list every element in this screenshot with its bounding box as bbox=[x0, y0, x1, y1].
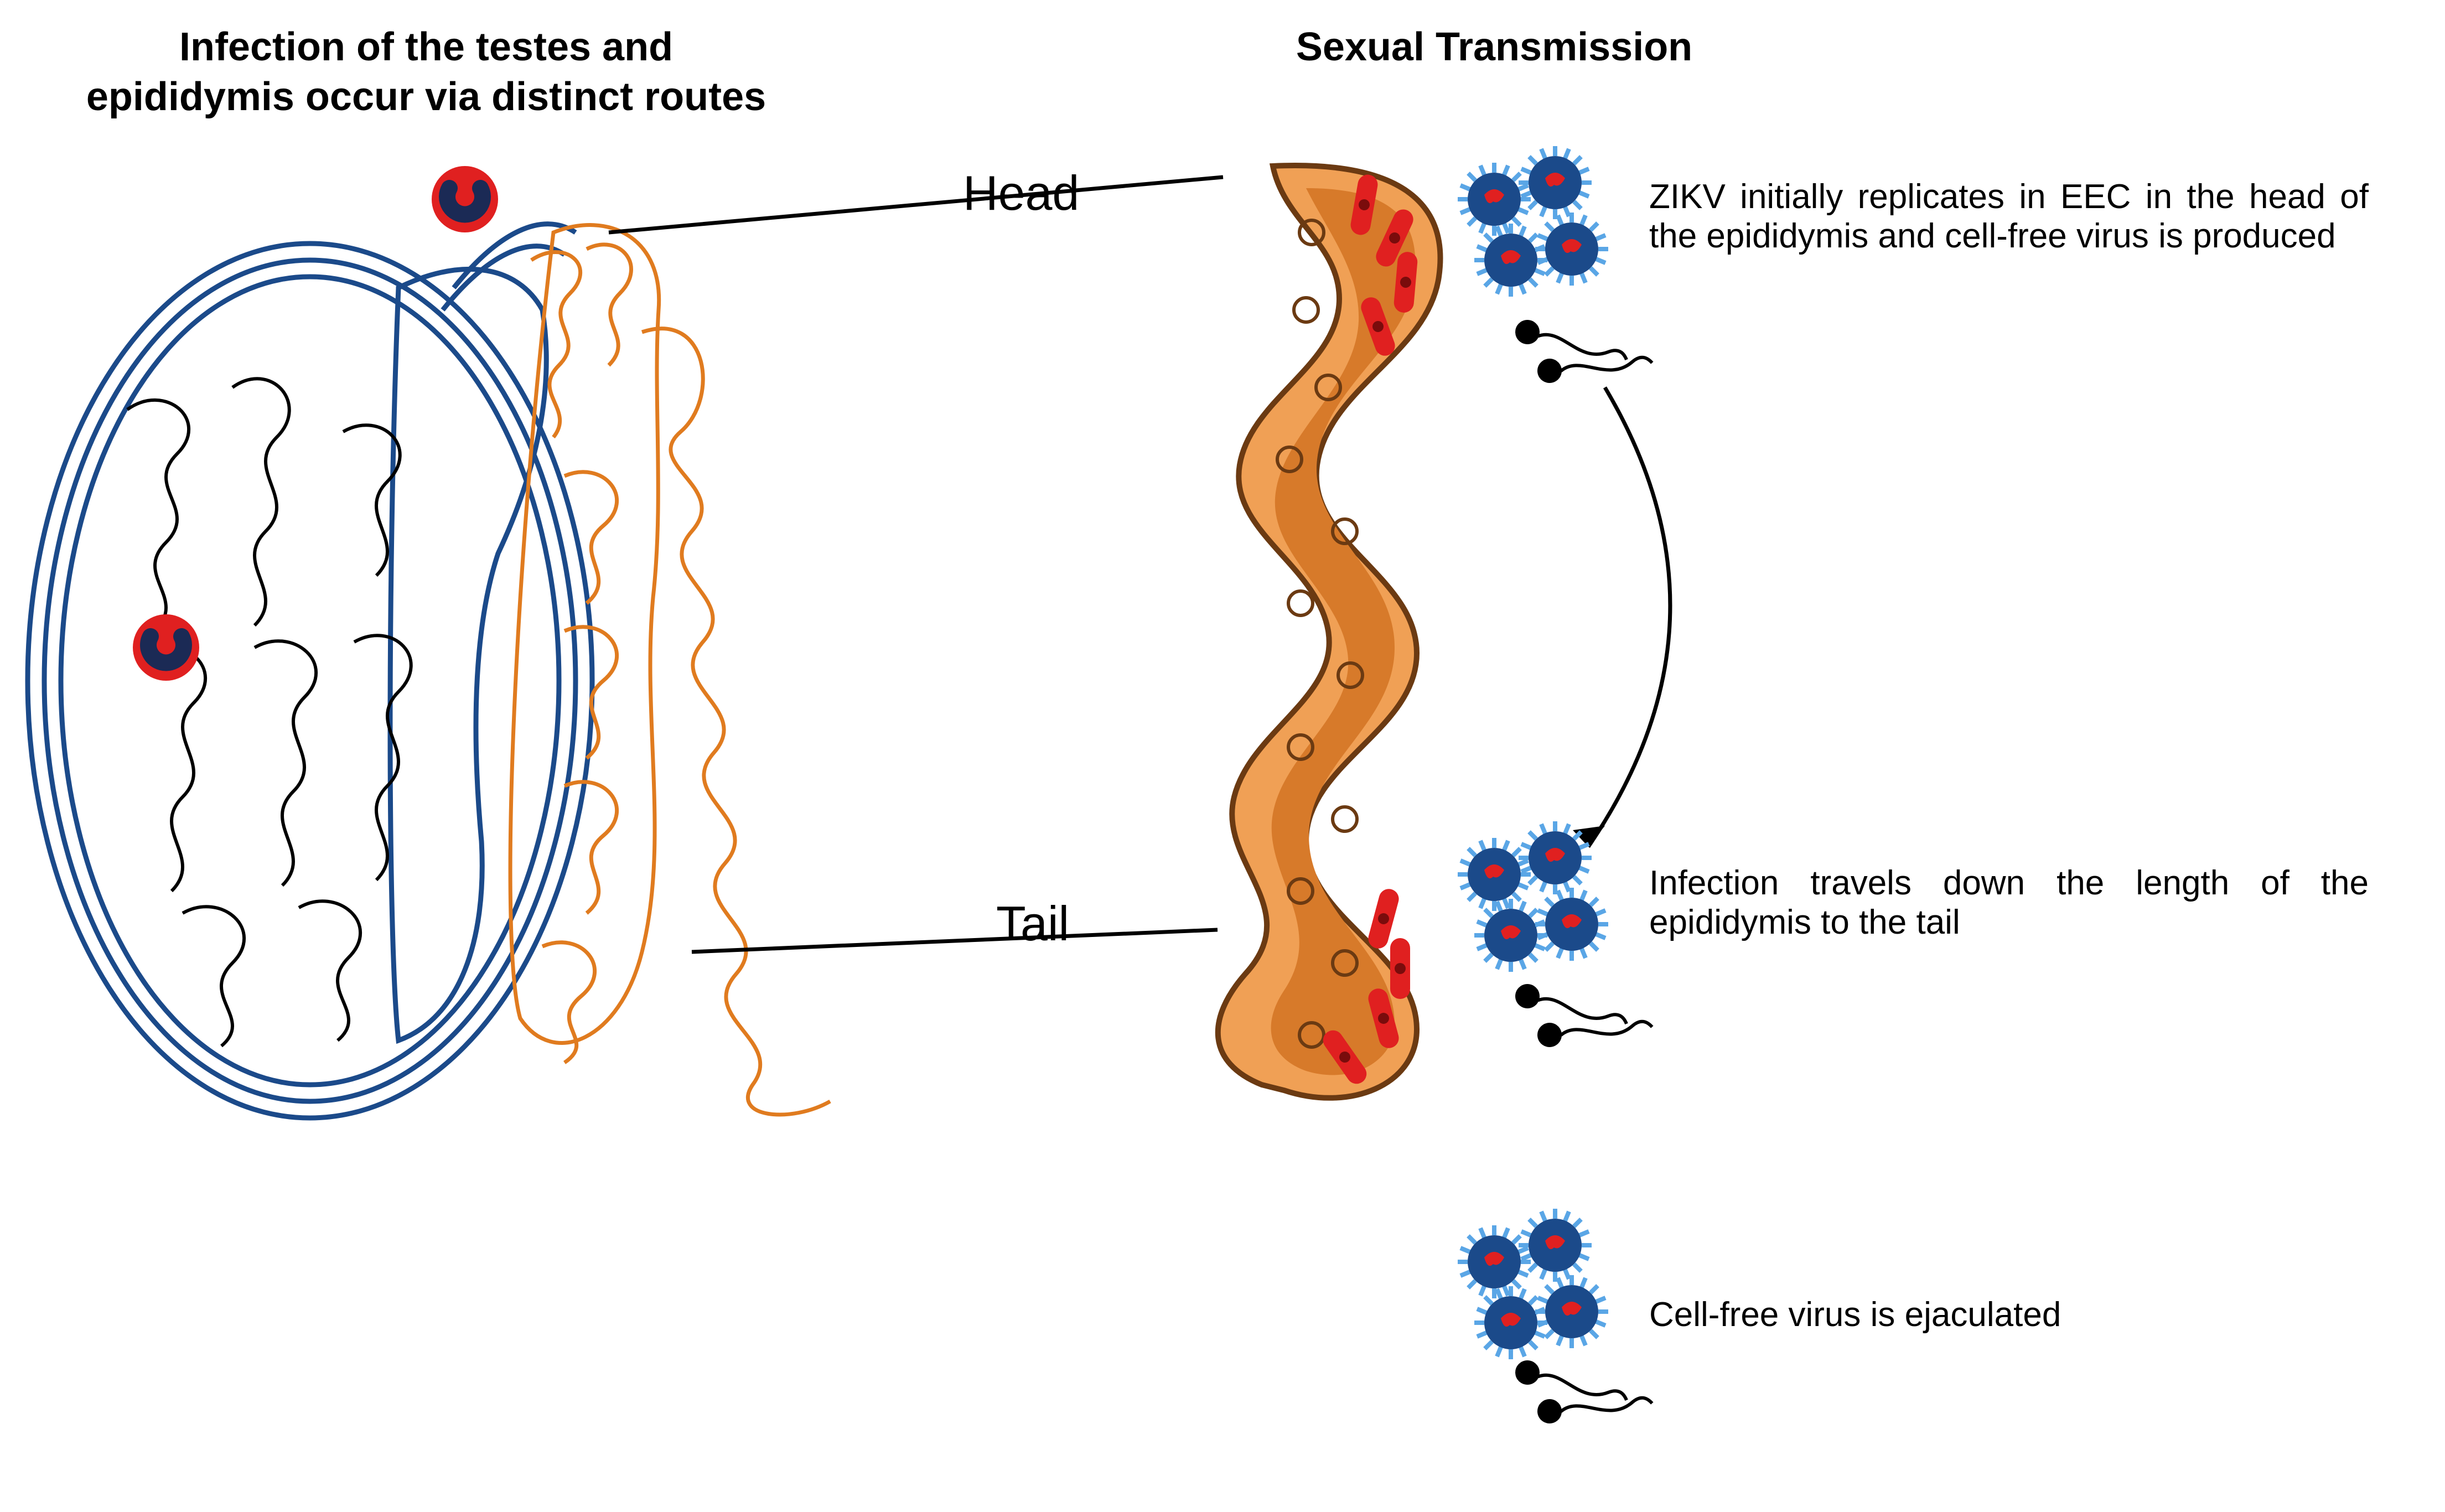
guide-lines bbox=[609, 177, 1223, 952]
epididymis-tube bbox=[1218, 165, 1441, 1098]
epididymis-outline bbox=[510, 225, 659, 1063]
vas-deferens bbox=[642, 329, 830, 1115]
virion-cluster-tail bbox=[1458, 821, 1608, 972]
sperm-cluster-head bbox=[1514, 318, 1653, 385]
sperm-cluster-tail bbox=[1514, 982, 1653, 1049]
flow-arrow bbox=[1573, 387, 1670, 847]
seminiferous-tubules bbox=[127, 379, 411, 1046]
macrophage-2 bbox=[133, 614, 199, 681]
svg-overlay bbox=[0, 0, 2445, 1512]
testis-group bbox=[28, 166, 592, 1118]
virion-cluster-head bbox=[1458, 146, 1608, 297]
diagram-canvas: Infection of the testes and epididymis o… bbox=[0, 0, 2445, 1512]
sperm-cluster-ejaculate bbox=[1514, 1359, 1653, 1426]
macrophage-1 bbox=[432, 166, 498, 232]
virion-cluster-ejaculate bbox=[1458, 1209, 1608, 1359]
